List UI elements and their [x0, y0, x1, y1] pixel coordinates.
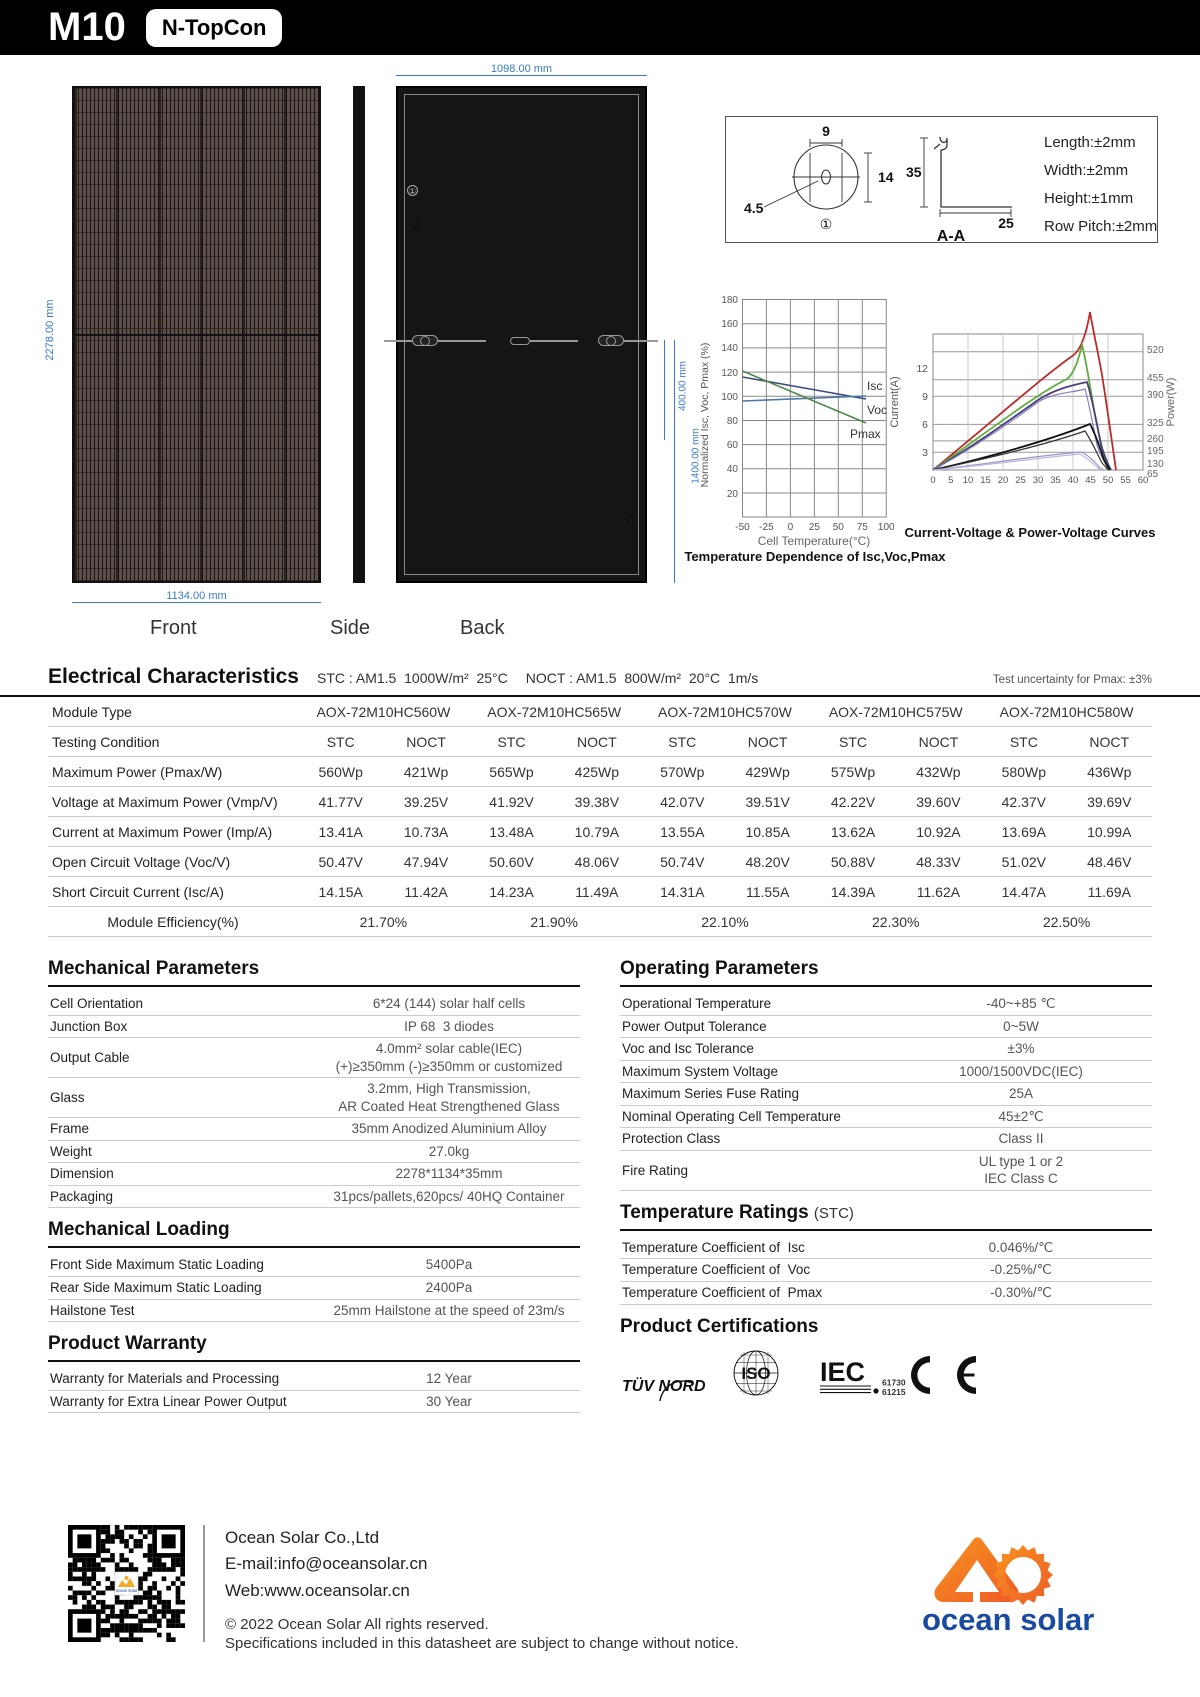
svg-text:40: 40	[1068, 475, 1079, 486]
svg-text:65: 65	[1147, 469, 1159, 480]
svg-text:15: 15	[980, 475, 991, 486]
svg-text:260: 260	[1147, 434, 1164, 445]
svg-text:IEC: IEC	[820, 1357, 865, 1387]
svg-text:25: 25	[809, 522, 821, 533]
svg-text:9: 9	[822, 123, 830, 139]
svg-text:75: 75	[857, 522, 869, 533]
svg-text:10: 10	[963, 475, 974, 486]
svg-text:35: 35	[1050, 475, 1061, 486]
svg-text:25: 25	[998, 215, 1014, 231]
svg-text:520: 520	[1147, 345, 1164, 356]
svg-text:20: 20	[727, 489, 739, 500]
svg-text:Power(W): Power(W)	[1165, 378, 1177, 427]
svg-text:0: 0	[788, 522, 794, 533]
svg-text:20: 20	[998, 475, 1009, 486]
svg-text:12: 12	[916, 363, 928, 375]
svg-text:25: 25	[1015, 475, 1026, 486]
svg-text:325: 325	[1147, 418, 1164, 429]
svg-text:3: 3	[922, 447, 928, 459]
svg-text:Height:±1mm: Height:±1mm	[1044, 190, 1133, 207]
svg-text:Width:±2mm: Width:±2mm	[1044, 162, 1128, 179]
svg-text:160: 160	[721, 319, 738, 330]
svg-text:Pmax: Pmax	[850, 427, 881, 441]
svg-text:80: 80	[727, 416, 739, 427]
svg-text:Row Pitch:±2mm: Row Pitch:±2mm	[1044, 218, 1157, 235]
svg-text:A-A: A-A	[937, 228, 966, 244]
svg-text:180: 180	[721, 295, 738, 306]
svg-text:50: 50	[833, 522, 845, 533]
svg-text:0: 0	[930, 475, 935, 486]
svg-text:Current(A): Current(A)	[889, 376, 901, 427]
svg-text:55: 55	[1120, 475, 1131, 486]
svg-text:TÜV NORD: TÜV NORD	[622, 1376, 706, 1395]
svg-text:ocean solar: ocean solar	[922, 1602, 1094, 1637]
svg-text:4.5: 4.5	[744, 200, 764, 216]
svg-text:61730: 61730	[882, 1377, 906, 1387]
svg-text:①: ①	[820, 216, 833, 232]
svg-text:40: 40	[727, 464, 739, 475]
svg-text:Normalized Isc, Voc, Pmax (%): Normalized Isc, Voc, Pmax (%)	[699, 343, 711, 488]
svg-text:60: 60	[727, 440, 739, 451]
svg-text:14: 14	[878, 169, 894, 185]
svg-text:5: 5	[948, 475, 953, 486]
svg-text:35: 35	[906, 164, 922, 180]
svg-text:Cell Temperature(°C): Cell Temperature(°C)	[758, 534, 871, 548]
svg-text:50: 50	[1103, 475, 1114, 486]
svg-text:30: 30	[1033, 475, 1044, 486]
svg-text:Length:±2mm: Length:±2mm	[1044, 134, 1136, 151]
svg-text:61215: 61215	[882, 1387, 906, 1397]
svg-text:120: 120	[721, 368, 738, 379]
svg-text:45: 45	[1085, 475, 1096, 486]
svg-text:6: 6	[922, 419, 928, 431]
svg-text:195: 195	[1147, 446, 1164, 457]
svg-text:-50: -50	[735, 522, 750, 533]
svg-text:ISO: ISO	[741, 1364, 770, 1383]
svg-text:100: 100	[721, 392, 738, 403]
svg-text:140: 140	[721, 343, 738, 354]
svg-text:-25: -25	[759, 522, 774, 533]
svg-text:ocean solar: ocean solar	[116, 1588, 138, 1593]
svg-text:455: 455	[1147, 373, 1164, 384]
svg-text:9: 9	[922, 391, 928, 403]
svg-text:390: 390	[1147, 390, 1164, 401]
